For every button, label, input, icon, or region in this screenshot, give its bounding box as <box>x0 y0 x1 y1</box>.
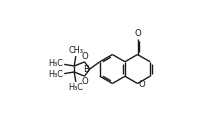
Text: O: O <box>81 52 88 61</box>
Text: O: O <box>138 80 145 89</box>
Text: H₃C: H₃C <box>68 83 83 92</box>
Text: CH₃: CH₃ <box>68 46 83 55</box>
Text: B: B <box>83 64 89 74</box>
Text: H₃C: H₃C <box>48 59 63 68</box>
Text: H₃C: H₃C <box>48 70 63 79</box>
Text: O: O <box>81 77 88 86</box>
Text: O: O <box>134 29 140 38</box>
